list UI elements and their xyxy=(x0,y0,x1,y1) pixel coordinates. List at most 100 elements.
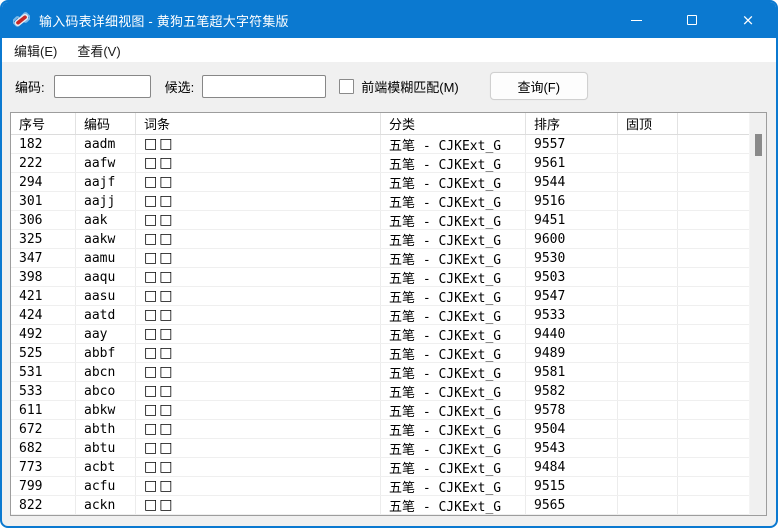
cell-category: 五笔 - CJKExt_G xyxy=(381,230,526,248)
table-row[interactable]: 773 acbt □□ 五笔 - CJKExt_G 9484 xyxy=(11,458,749,477)
cell-code: aak xyxy=(76,211,136,229)
cell-entry: □□ xyxy=(136,420,381,438)
column-header-sort[interactable]: 排序 xyxy=(526,113,618,134)
title-bar[interactable]: 输入码表详细视图 - 黄狗五笔超大字符集版 × xyxy=(2,2,776,38)
cell-code: abkw xyxy=(76,401,136,419)
candidate-label: 候选: xyxy=(164,79,195,95)
minimize-button[interactable] xyxy=(608,2,664,38)
code-input[interactable] xyxy=(53,74,151,98)
cell-sort: 9451 xyxy=(526,211,618,229)
cell-sort: 9581 xyxy=(526,363,618,381)
cell-code: abcn xyxy=(76,363,136,381)
column-header-pinned[interactable]: 固顶 xyxy=(618,113,678,134)
column-header-code[interactable]: 编码 xyxy=(76,113,136,134)
close-button[interactable]: × xyxy=(720,2,776,38)
cell-index: 611 xyxy=(11,401,76,419)
cell-entry: □□ xyxy=(136,439,381,457)
cell-category: 五笔 - CJKExt_G xyxy=(381,439,526,457)
cell-entry: □□ xyxy=(136,401,381,419)
table-row[interactable]: 222 aafw □□ 五笔 - CJKExt_G 9561 xyxy=(11,154,749,173)
menu-item-edit[interactable]: 编辑(E) xyxy=(14,43,58,59)
cell-filler xyxy=(678,363,749,381)
cell-category: 五笔 - CJKExt_G xyxy=(381,173,526,191)
maximize-button[interactable] xyxy=(664,2,720,38)
cell-pinned xyxy=(618,363,678,381)
cell-pinned xyxy=(618,477,678,495)
table-header: 序号 编码 词条 分类 排序 固顶 xyxy=(11,113,749,135)
code-table: 序号 编码 词条 分类 排序 固顶 182 aadm □□ 五笔 - CJKExt_G 9557 2… xyxy=(10,112,767,516)
table-row[interactable]: 301 aajj □□ 五笔 - CJKExt_G 9516 xyxy=(11,192,749,211)
search-toolbar: 编码: 候选: 前端模糊匹配(M) 查询(F) xyxy=(2,62,776,110)
cell-filler xyxy=(678,382,749,400)
cell-code: acfu xyxy=(76,477,136,495)
column-header-index[interactable]: 序号 xyxy=(11,113,76,134)
table-row[interactable]: 799 acfu □□ 五笔 - CJKExt_G 9515 xyxy=(11,477,749,496)
fuzzy-match-checkbox[interactable] xyxy=(339,78,355,94)
table-row[interactable]: 531 abcn □□ 五笔 - CJKExt_G 9581 xyxy=(11,363,749,382)
table-row[interactable]: 398 aaqu □□ 五笔 - CJKExt_G 9503 xyxy=(11,268,749,287)
cell-filler xyxy=(678,306,749,324)
column-header-entry[interactable]: 词条 xyxy=(136,113,381,134)
cell-code: aajf xyxy=(76,173,136,191)
cell-sort: 9440 xyxy=(526,325,618,343)
cell-pinned xyxy=(618,306,678,324)
column-header-filler xyxy=(678,113,749,134)
cell-code: aasu xyxy=(76,287,136,305)
cell-pinned xyxy=(618,496,678,514)
table-row[interactable]: 424 aatd □□ 五笔 - CJKExt_G 9533 xyxy=(11,306,749,325)
table-row[interactable]: 421 aasu □□ 五笔 - CJKExt_G 9547 xyxy=(11,287,749,306)
cell-category: 五笔 - CJKExt_G xyxy=(381,306,526,324)
cell-index: 182 xyxy=(11,135,76,153)
cell-sort: 9543 xyxy=(526,439,618,457)
table-row[interactable]: 492 aay □□ 五笔 - CJKExt_G 9440 xyxy=(11,325,749,344)
column-header-category[interactable]: 分类 xyxy=(381,113,526,134)
cell-index: 822 xyxy=(11,496,76,514)
code-label: 编码: xyxy=(15,79,45,95)
cell-category: 五笔 - CJKExt_G xyxy=(381,192,526,210)
table-row[interactable]: 325 aakw □□ 五笔 - CJKExt_G 9600 xyxy=(11,230,749,249)
cell-code: abbf xyxy=(76,344,136,362)
query-button[interactable]: 查询(F) xyxy=(489,72,588,100)
table-row[interactable]: 672 abth □□ 五笔 - CJKExt_G 9504 xyxy=(11,420,749,439)
scrollbar-thumb[interactable] xyxy=(755,134,762,156)
cell-category: 五笔 - CJKExt_G xyxy=(381,477,526,495)
cell-entry: □□ xyxy=(136,173,381,191)
table-row[interactable]: 525 abbf □□ 五笔 - CJKExt_G 9489 xyxy=(11,344,749,363)
cell-entry: □□ xyxy=(136,382,381,400)
cell-pinned xyxy=(618,230,678,248)
table-row[interactable]: 611 abkw □□ 五笔 - CJKExt_G 9578 xyxy=(11,401,749,420)
table-row[interactable]: 306 aak □□ 五笔 - CJKExt_G 9451 xyxy=(11,211,749,230)
cell-entry: □□ xyxy=(136,135,381,153)
cell-filler xyxy=(678,268,749,286)
cell-sort: 9582 xyxy=(526,382,618,400)
cell-code: acbt xyxy=(76,458,136,476)
table-row[interactable]: 533 abco □□ 五笔 - CJKExt_G 9582 xyxy=(11,382,749,401)
cell-sort: 9600 xyxy=(526,230,618,248)
table-row[interactable]: 347 aamu □□ 五笔 - CJKExt_G 9530 xyxy=(11,249,749,268)
cell-index: 773 xyxy=(11,458,76,476)
cell-index: 306 xyxy=(11,211,76,229)
cell-index: 222 xyxy=(11,154,76,172)
table-row[interactable]: 182 aadm □□ 五笔 - CJKExt_G 9557 xyxy=(11,135,749,154)
cell-index: 531 xyxy=(11,363,76,381)
table-row[interactable]: 294 aajf □□ 五笔 - CJKExt_G 9544 xyxy=(11,173,749,192)
cell-filler xyxy=(678,287,749,305)
candidate-input[interactable] xyxy=(202,74,327,98)
cell-category: 五笔 - CJKExt_G xyxy=(381,211,526,229)
table-row[interactable]: 682 abtu □□ 五笔 - CJKExt_G 9543 xyxy=(11,439,749,458)
cell-index: 682 xyxy=(11,439,76,457)
cell-entry: □□ xyxy=(136,211,381,229)
cell-entry: □□ xyxy=(136,344,381,362)
cell-category: 五笔 - CJKExt_G xyxy=(381,249,526,267)
cell-sort: 9544 xyxy=(526,173,618,191)
app-logo-icon xyxy=(13,11,30,27)
cell-pinned xyxy=(618,268,678,286)
cell-index: 347 xyxy=(11,249,76,267)
cell-category: 五笔 - CJKExt_G xyxy=(381,363,526,381)
table-row[interactable]: 822 ackn □□ 五笔 - CJKExt_G 9565 xyxy=(11,496,749,515)
menu-item-view[interactable]: 查看(V) xyxy=(77,43,121,59)
cell-entry: □□ xyxy=(136,249,381,267)
cell-category: 五笔 - CJKExt_G xyxy=(381,325,526,343)
vertical-scrollbar[interactable] xyxy=(749,113,766,515)
cell-pinned xyxy=(618,382,678,400)
